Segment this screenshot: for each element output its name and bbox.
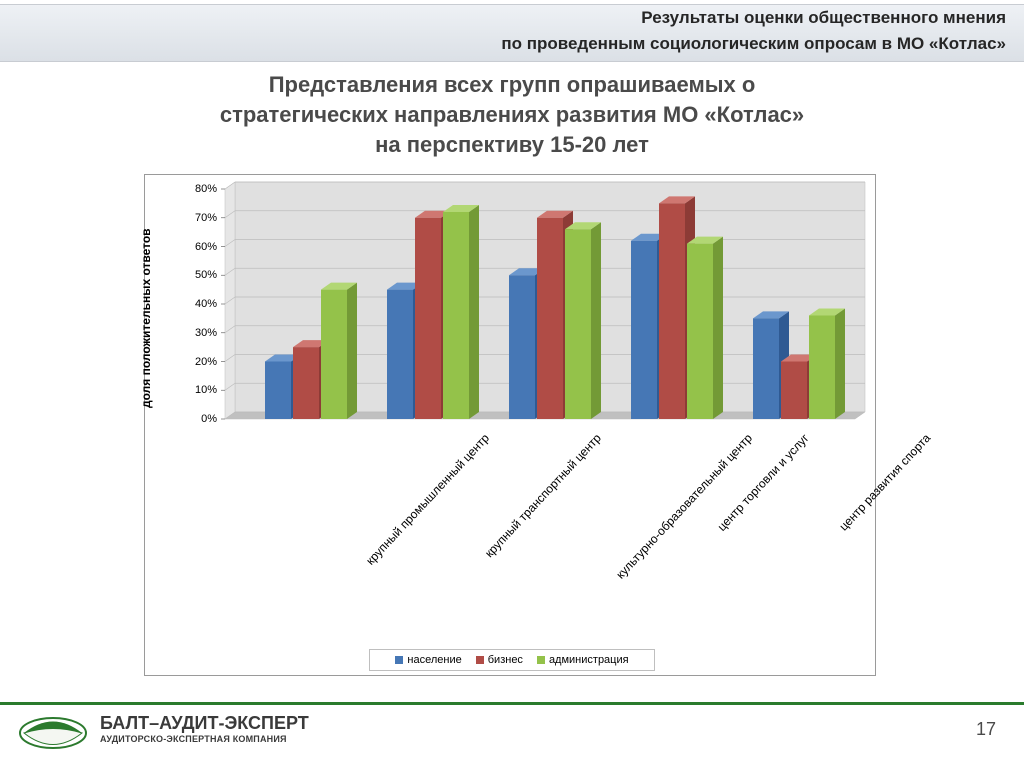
y-tick-label: 40%	[183, 298, 217, 310]
company-subtitle: АУДИТОРСКО-ЭКСПЕРТНАЯ КОМПАНИЯ	[100, 734, 309, 744]
chart-title: Представления всех групп опрашиваемых о …	[0, 70, 1024, 160]
chart-frame: доля положительных ответов населениебизн…	[144, 174, 876, 676]
chart-title-line-2: стратегических направлениях развития МО …	[0, 100, 1024, 130]
legend-item: население	[395, 654, 461, 666]
company-block: БАЛТ–АУДИТ-ЭКСПЕРТ АУДИТОРСКО-ЭКСПЕРТНАЯ…	[100, 713, 309, 744]
y-tick-label: 50%	[183, 269, 217, 281]
header-line-1: Результаты оценки общественного мнения	[0, 5, 1024, 31]
y-tick-label: 60%	[183, 241, 217, 253]
y-axis-title: доля положительных ответов	[139, 228, 153, 408]
chart-legend: население бизнес администрация	[369, 649, 655, 671]
y-tick-label: 10%	[183, 384, 217, 396]
legend-swatch	[476, 656, 484, 664]
chart-title-line-1: Представления всех групп опрашиваемых о	[0, 70, 1024, 100]
legend-item: администрация	[537, 654, 629, 666]
legend-item: бизнес	[476, 654, 523, 666]
chart-svg	[225, 181, 855, 441]
y-tick-label: 80%	[183, 183, 217, 195]
x-tick-label: крупный промышленный центр	[363, 431, 492, 568]
legend-label: администрация	[549, 654, 629, 666]
x-tick-label: крупный транспортный центр	[482, 431, 604, 560]
footer-divider	[0, 702, 1024, 705]
legend-label: бизнес	[488, 654, 523, 666]
x-tick-label: центр развития спорта	[836, 431, 933, 533]
chart-title-line-3: на перспективу 15-20 лет	[0, 130, 1024, 160]
y-tick-label: 30%	[183, 327, 217, 339]
y-tick-label: 70%	[183, 212, 217, 224]
header-band: Результаты оценки общественного мнения п…	[0, 4, 1024, 62]
legend-swatch	[537, 656, 545, 664]
company-name: БАЛТ–АУДИТ-ЭКСПЕРТ	[100, 713, 309, 734]
y-tick-label: 0%	[183, 413, 217, 425]
chart-plot-area	[225, 189, 855, 419]
header-line-2: по проведенным социологическим опросам в…	[0, 31, 1024, 57]
company-logo	[18, 708, 88, 758]
y-tick-label: 20%	[183, 356, 217, 368]
legend-swatch	[395, 656, 403, 664]
legend-label: население	[407, 654, 461, 666]
page-number: 17	[976, 719, 996, 740]
